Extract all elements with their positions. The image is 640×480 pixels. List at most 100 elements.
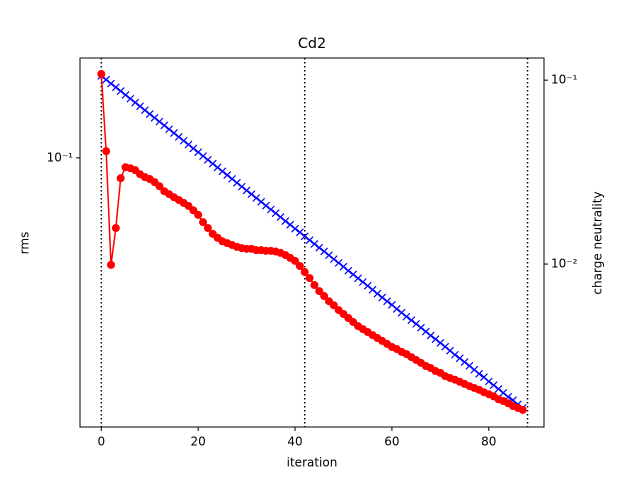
marker xyxy=(199,218,208,227)
x-tick-label: 80 xyxy=(481,435,496,449)
marker xyxy=(194,210,203,219)
marker xyxy=(155,117,164,126)
marker xyxy=(339,262,348,271)
marker xyxy=(131,98,140,107)
x-tick-label: 60 xyxy=(384,435,399,449)
marker xyxy=(315,287,324,296)
marker xyxy=(291,224,299,233)
marker xyxy=(233,178,241,187)
marker xyxy=(320,292,329,301)
x-tick-label: 40 xyxy=(287,435,302,449)
marker xyxy=(325,251,333,260)
marker xyxy=(455,354,464,363)
marker xyxy=(160,121,169,130)
marker xyxy=(126,94,135,103)
marker xyxy=(271,209,280,218)
axes-frame xyxy=(79,57,545,428)
marker xyxy=(208,159,217,168)
marker xyxy=(189,144,198,153)
marker xyxy=(329,301,338,310)
y2-axis-label: charge neutrality xyxy=(591,191,605,294)
x-axis-label: iteration xyxy=(287,456,338,470)
marker xyxy=(402,312,411,321)
marker xyxy=(276,213,285,222)
marker xyxy=(349,270,358,279)
marker xyxy=(97,70,106,79)
marker xyxy=(170,129,178,138)
chart-title: Cd2 xyxy=(298,36,326,52)
marker xyxy=(257,197,266,206)
marker xyxy=(228,174,237,183)
marker xyxy=(300,232,309,241)
marker xyxy=(155,182,164,191)
marker xyxy=(315,243,324,252)
marker xyxy=(121,90,130,99)
marker xyxy=(194,148,203,157)
marker xyxy=(436,338,445,347)
marker xyxy=(310,239,319,248)
marker xyxy=(199,152,207,160)
marker xyxy=(179,136,188,145)
marker xyxy=(305,236,314,245)
marker xyxy=(494,385,503,393)
marker xyxy=(358,278,367,286)
marker xyxy=(140,106,149,115)
marker xyxy=(397,308,406,317)
marker xyxy=(450,350,459,359)
marker xyxy=(203,224,212,233)
marker xyxy=(150,113,159,122)
marker xyxy=(237,182,246,191)
marker xyxy=(203,155,212,164)
marker xyxy=(247,190,256,199)
marker xyxy=(242,186,251,195)
marker xyxy=(266,205,275,214)
marker xyxy=(295,262,304,271)
marker xyxy=(334,258,343,267)
marker xyxy=(223,171,232,180)
marker xyxy=(329,255,338,264)
marker xyxy=(465,361,474,370)
marker xyxy=(252,194,261,202)
x-tick-label: 20 xyxy=(191,435,206,449)
marker xyxy=(484,377,493,386)
marker xyxy=(116,87,125,96)
marker xyxy=(165,125,174,134)
marker xyxy=(145,110,154,118)
marker xyxy=(300,268,309,277)
marker xyxy=(184,140,193,149)
marker xyxy=(174,132,183,141)
marker xyxy=(218,167,227,176)
x-tick-label: 0 xyxy=(97,435,105,449)
marker xyxy=(407,316,416,325)
marker xyxy=(310,281,319,290)
y2-tick-label: 10⁻² xyxy=(551,257,578,271)
marker xyxy=(262,201,270,210)
marker xyxy=(417,323,425,332)
marker xyxy=(460,358,469,366)
marker xyxy=(286,220,295,229)
marker xyxy=(489,381,498,390)
marker xyxy=(426,331,435,340)
marker xyxy=(281,217,290,225)
marker xyxy=(344,266,353,275)
marker xyxy=(378,293,387,302)
marker xyxy=(102,147,111,156)
marker xyxy=(295,228,304,237)
marker xyxy=(363,281,372,290)
y-axis-label: rms xyxy=(18,232,32,255)
marker xyxy=(392,305,401,313)
marker xyxy=(475,369,484,378)
marker xyxy=(305,274,314,283)
y-tick-label: 10⁻¹ xyxy=(47,150,74,164)
marker xyxy=(441,342,450,351)
marker xyxy=(116,174,125,183)
marker xyxy=(136,102,144,111)
marker xyxy=(383,297,391,306)
y2-tick-label: 10⁻¹ xyxy=(551,73,578,87)
marker xyxy=(102,75,111,84)
marker xyxy=(107,79,115,88)
marker xyxy=(213,163,222,172)
marker xyxy=(373,289,382,298)
marker xyxy=(412,319,421,328)
